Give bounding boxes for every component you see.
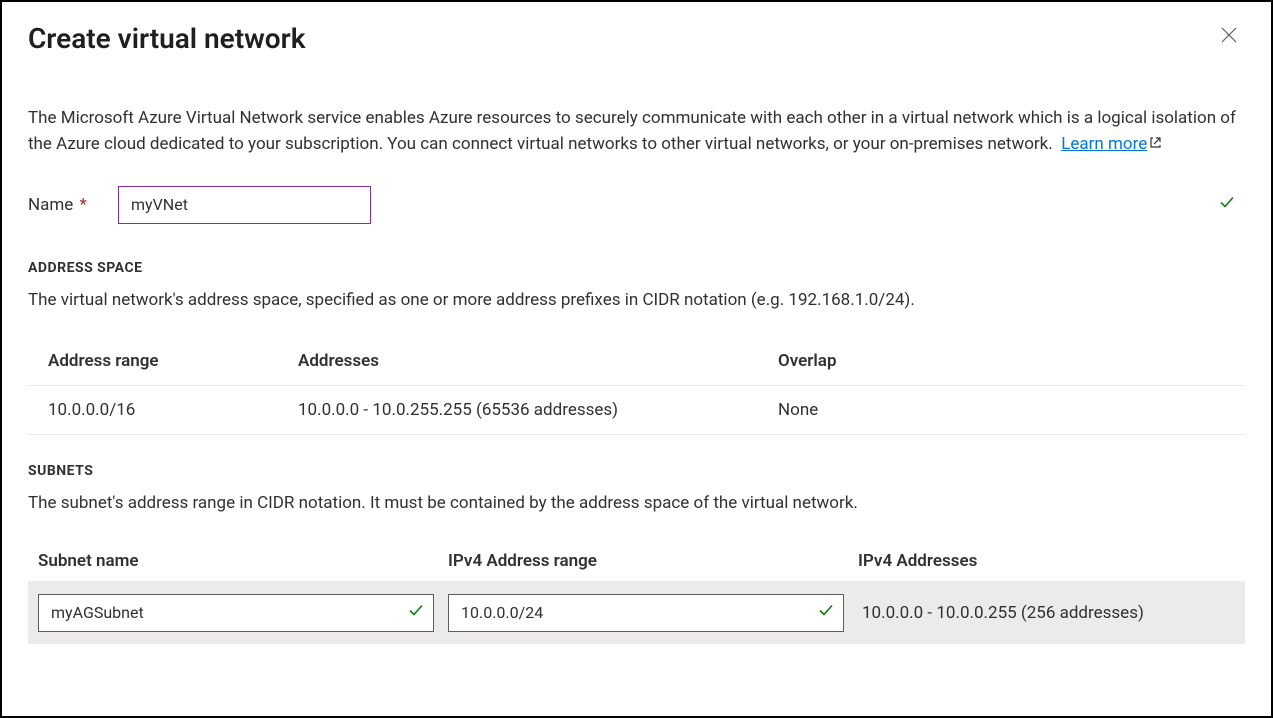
subnet-name-input[interactable]	[38, 594, 434, 632]
learn-more-link[interactable]: Learn more	[1061, 134, 1147, 154]
address-space-description: The virtual network's address space, spe…	[28, 288, 1245, 314]
page-title: Create virtual network	[28, 22, 306, 55]
description-body: The Microsoft Azure Virtual Network serv…	[28, 108, 1236, 154]
address-space-header-row: Address range Addresses Overlap	[28, 337, 1245, 386]
subnets-description: The subnet's address range in CIDR notat…	[28, 491, 1245, 517]
name-field-row: Name *	[28, 186, 1245, 224]
external-link-icon	[1149, 135, 1162, 157]
close-button[interactable]	[1213, 22, 1245, 50]
header: Create virtual network	[28, 22, 1245, 55]
name-label-text: Name	[28, 195, 73, 215]
cell-ipv4-addresses: 10.0.0.0 - 10.0.0.255 (256 addresses)	[858, 603, 1225, 623]
col-subnet-name: Subnet name	[38, 551, 448, 571]
subnets-heading: SUBNETS	[28, 463, 1245, 479]
address-space-table: Address range Addresses Overlap 10.0.0.0…	[28, 337, 1245, 435]
col-addresses: Addresses	[298, 351, 778, 371]
name-input[interactable]	[118, 186, 371, 224]
address-space-heading: ADDRESS SPACE	[28, 260, 1245, 276]
check-icon	[1219, 194, 1235, 215]
subnets-data-row[interactable]: 10.0.0.0 - 10.0.0.255 (256 addresses)	[28, 582, 1245, 644]
col-ipv4-addresses: IPv4 Addresses	[858, 551, 1225, 571]
subnet-range-input-wrap	[448, 594, 844, 632]
subnet-name-input-wrap	[38, 594, 434, 632]
required-marker: *	[80, 195, 87, 215]
name-input-wrap	[118, 186, 1245, 224]
subnets-header-row: Subnet name IPv4 Address range IPv4 Addr…	[28, 541, 1245, 582]
cell-address-range: 10.0.0.0/16	[48, 400, 298, 420]
name-label: Name *	[28, 195, 118, 215]
col-ipv4-range: IPv4 Address range	[448, 551, 858, 571]
cell-overlap: None	[778, 400, 1225, 420]
close-icon	[1221, 27, 1237, 43]
cell-addresses: 10.0.0.0 - 10.0.255.255 (65536 addresses…	[298, 400, 778, 420]
col-overlap: Overlap	[778, 351, 1225, 371]
subnet-range-input[interactable]	[448, 594, 844, 632]
subnets-table: Subnet name IPv4 Address range IPv4 Addr…	[28, 541, 1245, 644]
address-space-data-row[interactable]: 10.0.0.0/16 10.0.0.0 - 10.0.255.255 (655…	[28, 386, 1245, 435]
description-text: The Microsoft Azure Virtual Network serv…	[28, 105, 1245, 158]
col-address-range: Address range	[48, 351, 298, 371]
